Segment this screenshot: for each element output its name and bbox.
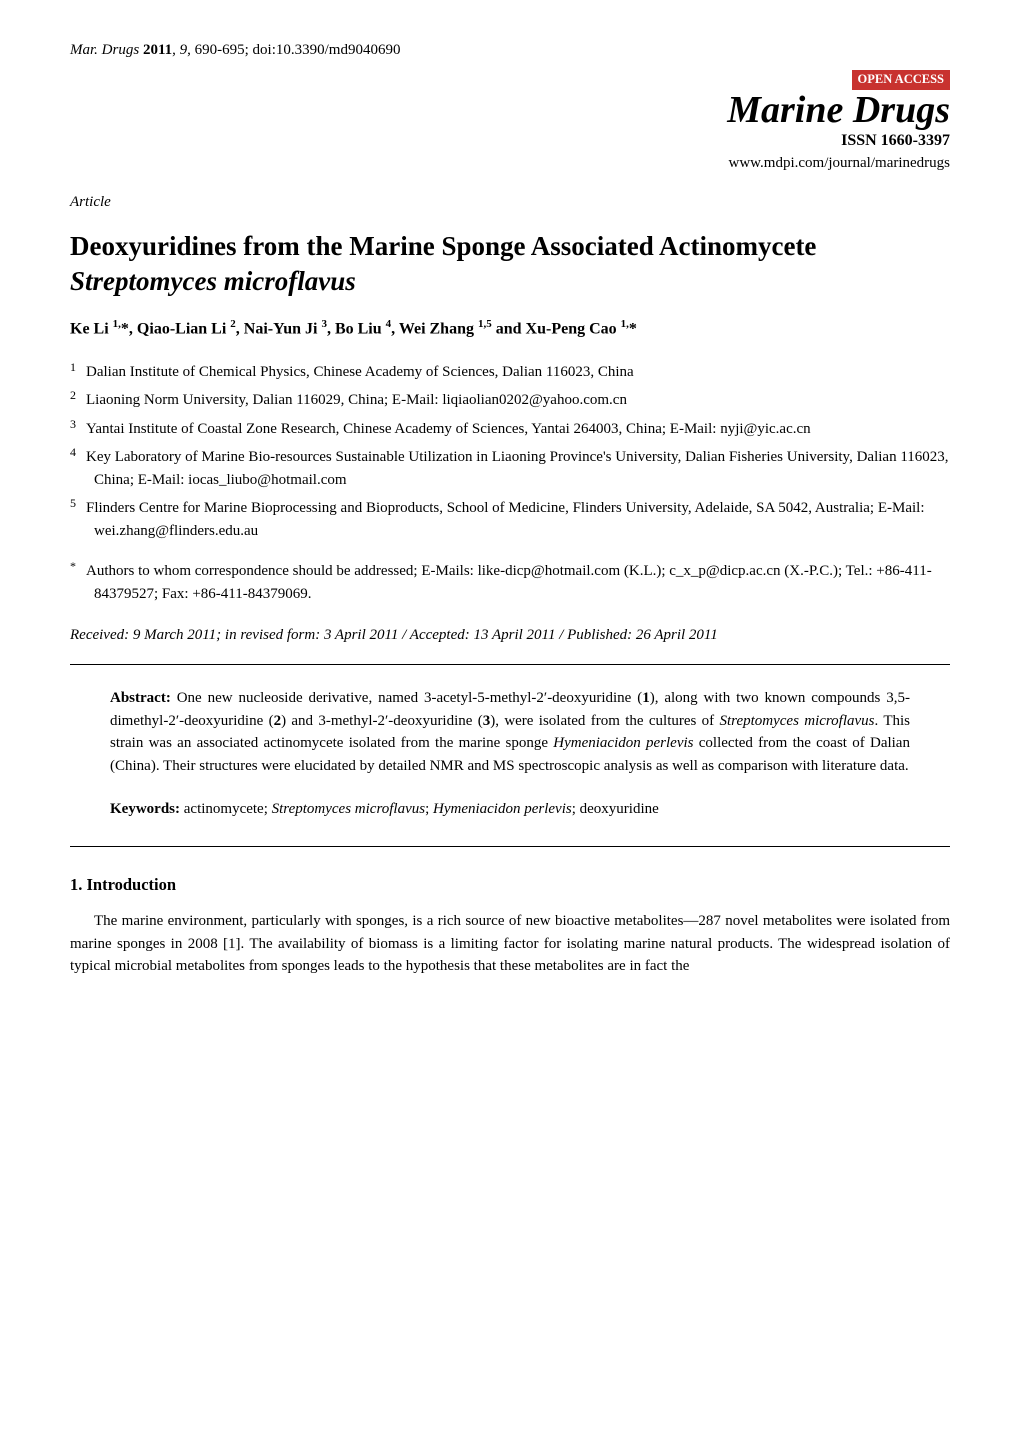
keywords-label: Keywords: [110,801,180,817]
divider [70,846,950,847]
species-name: Hymeniacidon perlevis [553,735,693,751]
affiliation-text: Liaoning Norm University, Dalian 116029,… [86,392,627,408]
affiliation-item: 1Dalian Institute of Chemical Physics, C… [70,361,950,384]
affiliation-text: Key Laboratory of Marine Bio-resources S… [86,449,949,488]
journal-pages: 690-695 [195,42,245,58]
title-text: Deoxyuridines from the Marine Sponge Ass… [70,231,816,261]
species-name: Hymeniacidon perlevis [433,801,572,817]
corresponding-text: Authors to whom correspondence should be… [86,563,932,602]
author-2: Qiao-Lian Li [137,320,230,337]
author-1-aff: 1, [113,318,121,330]
title-genus: Streptomyces microflavus [70,266,356,296]
intro-paragraph: The marine environment, particularly wit… [70,910,950,978]
affiliation-text: Dalian Institute of Chemical Physics, Ch… [86,364,634,380]
authors-line: Ke Li 1,*, Qiao-Lian Li 2, Nai-Yun Ji 3,… [70,317,950,341]
author-4: Bo Liu [335,320,386,337]
affiliation-item: 3Yantai Institute of Coastal Zone Resear… [70,418,950,441]
author-1: Ke Li [70,320,113,337]
journal-name-large: Marine Drugs [70,91,950,131]
affiliation-num: 3 [70,415,86,433]
article-history: Received: 9 March 2011; in revised form:… [70,625,950,646]
journal-doi: doi:10.3390/md9040690 [253,42,401,58]
journal-volume: 9 [180,42,188,58]
affiliation-text: Yantai Institute of Coastal Zone Researc… [86,421,811,437]
affiliation-item: 4Key Laboratory of Marine Bio-resources … [70,446,950,491]
affiliation-num: 1 [70,358,86,376]
open-access-badge: OPEN ACCESS [852,70,950,90]
author-6-aff: 1, [621,318,629,330]
section-heading-introduction: 1. Introduction [70,873,950,896]
author-5: Wei Zhang [399,320,478,337]
species-name: Streptomyces microflavus [272,801,425,817]
species-name: Streptomyces microflavus [720,713,875,729]
author-6: Xu-Peng Cao [526,320,621,337]
journal-reference: Mar. Drugs 2011, 9, 690-695; doi:10.3390… [70,40,950,61]
compound-number: 2 [274,713,282,729]
affiliation-num: 4 [70,443,86,461]
abstract: Abstract: One new nucleoside derivative,… [110,687,910,777]
article-title: Deoxyuridines from the Marine Sponge Ass… [70,229,950,299]
affiliation-text: Flinders Centre for Marine Bioprocessing… [86,500,924,539]
affiliation-item: 2Liaoning Norm University, Dalian 116029… [70,389,950,412]
corresponding-authors: *Authors to whom correspondence should b… [70,560,950,605]
author-1-star: *, [121,320,137,337]
author-5-aff: 1,5 [478,318,492,330]
affiliation-list: 1Dalian Institute of Chemical Physics, C… [70,361,950,543]
journal-url: www.mdpi.com/journal/marinedrugs [70,153,950,174]
compound-number: 1 [642,690,650,706]
affiliation-item: 5Flinders Centre for Marine Bioprocessin… [70,497,950,542]
article-type: Article [70,192,950,213]
journal-abbrev: Mar. Drugs [70,42,139,58]
keywords: Keywords: actinomycete; Streptomyces mic… [110,799,910,820]
journal-year: 2011 [143,42,172,58]
affiliation-num: 5 [70,494,86,512]
masthead: OPEN ACCESS Marine Drugs ISSN 1660-3397 … [70,69,950,174]
corresponding-marker: * [70,557,86,575]
divider [70,664,950,665]
abstract-label: Abstract: [110,690,171,706]
affiliation-num: 2 [70,386,86,404]
author-3: Nai-Yun Ji [244,320,322,337]
author-6-star: * [629,320,637,337]
issn: ISSN 1660-3397 [70,130,950,152]
